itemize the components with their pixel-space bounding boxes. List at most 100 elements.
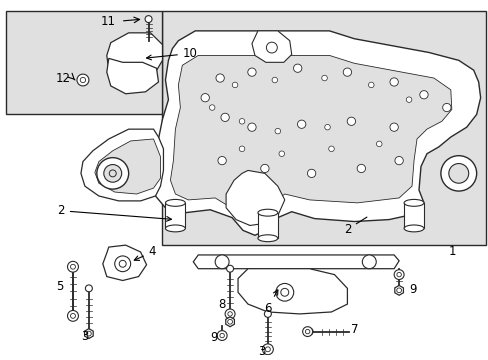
Text: 6: 6 bbox=[264, 290, 277, 315]
Text: 11: 11 bbox=[101, 14, 116, 28]
Circle shape bbox=[247, 123, 256, 131]
Circle shape bbox=[239, 118, 244, 124]
Circle shape bbox=[109, 170, 116, 177]
Text: 7: 7 bbox=[351, 323, 358, 336]
Polygon shape bbox=[394, 285, 403, 295]
Circle shape bbox=[271, 77, 277, 83]
Circle shape bbox=[368, 82, 373, 88]
Circle shape bbox=[356, 164, 365, 172]
Circle shape bbox=[227, 312, 232, 316]
Circle shape bbox=[305, 328, 312, 335]
Circle shape bbox=[396, 273, 401, 277]
Polygon shape bbox=[170, 55, 451, 225]
Circle shape bbox=[215, 255, 228, 269]
Circle shape bbox=[362, 255, 375, 269]
Circle shape bbox=[209, 105, 215, 110]
Circle shape bbox=[280, 288, 288, 296]
Circle shape bbox=[115, 256, 130, 272]
Circle shape bbox=[216, 74, 224, 82]
Circle shape bbox=[265, 347, 270, 352]
Circle shape bbox=[305, 329, 309, 334]
Text: 12: 12 bbox=[56, 72, 71, 85]
Bar bbox=[165, 203, 185, 228]
Ellipse shape bbox=[403, 225, 423, 232]
Circle shape bbox=[328, 146, 334, 152]
Circle shape bbox=[226, 265, 233, 272]
Bar bbox=[257, 213, 277, 238]
Text: 3: 3 bbox=[81, 330, 88, 343]
Circle shape bbox=[393, 270, 403, 279]
Circle shape bbox=[77, 74, 89, 86]
Circle shape bbox=[221, 113, 229, 121]
Circle shape bbox=[346, 117, 355, 125]
Circle shape bbox=[274, 129, 280, 134]
Circle shape bbox=[442, 103, 450, 112]
Circle shape bbox=[376, 141, 381, 147]
Text: 9: 9 bbox=[408, 283, 416, 296]
Circle shape bbox=[220, 333, 224, 338]
Circle shape bbox=[293, 64, 301, 72]
Circle shape bbox=[86, 331, 91, 336]
Bar bbox=[403, 203, 423, 228]
Text: 3: 3 bbox=[257, 345, 265, 358]
Text: 1: 1 bbox=[448, 246, 455, 258]
Polygon shape bbox=[162, 11, 485, 245]
Polygon shape bbox=[81, 129, 163, 201]
Circle shape bbox=[279, 151, 284, 157]
Circle shape bbox=[227, 319, 232, 324]
Circle shape bbox=[103, 165, 122, 182]
Polygon shape bbox=[95, 139, 160, 194]
Circle shape bbox=[448, 163, 468, 183]
Circle shape bbox=[119, 260, 126, 267]
Circle shape bbox=[419, 91, 427, 99]
Circle shape bbox=[324, 125, 329, 130]
Text: 8: 8 bbox=[218, 298, 225, 311]
Text: 5: 5 bbox=[56, 280, 63, 293]
Text: 2: 2 bbox=[343, 217, 366, 236]
Circle shape bbox=[262, 344, 273, 355]
Polygon shape bbox=[106, 58, 158, 94]
Circle shape bbox=[440, 156, 476, 191]
Polygon shape bbox=[153, 31, 480, 235]
Ellipse shape bbox=[257, 209, 277, 216]
Polygon shape bbox=[84, 329, 93, 338]
Circle shape bbox=[224, 309, 235, 319]
Text: 2: 2 bbox=[57, 204, 171, 221]
Circle shape bbox=[85, 285, 92, 292]
Circle shape bbox=[239, 146, 244, 152]
Circle shape bbox=[297, 120, 305, 129]
Circle shape bbox=[389, 123, 398, 131]
Polygon shape bbox=[225, 317, 234, 327]
Ellipse shape bbox=[403, 199, 423, 206]
Text: 10: 10 bbox=[146, 47, 197, 60]
Polygon shape bbox=[193, 255, 398, 269]
Circle shape bbox=[260, 164, 268, 172]
Circle shape bbox=[264, 310, 271, 318]
Circle shape bbox=[247, 68, 256, 76]
Polygon shape bbox=[102, 245, 146, 280]
Circle shape bbox=[67, 310, 78, 321]
Circle shape bbox=[396, 288, 401, 293]
Circle shape bbox=[302, 327, 312, 337]
Ellipse shape bbox=[165, 199, 185, 206]
Polygon shape bbox=[251, 31, 291, 62]
Ellipse shape bbox=[165, 225, 185, 232]
Circle shape bbox=[70, 314, 75, 318]
Text: 4: 4 bbox=[134, 246, 156, 260]
Circle shape bbox=[275, 283, 293, 301]
Circle shape bbox=[266, 42, 277, 53]
Circle shape bbox=[307, 169, 315, 177]
Text: 9: 9 bbox=[210, 331, 217, 344]
Polygon shape bbox=[106, 33, 162, 80]
Circle shape bbox=[406, 97, 411, 102]
Circle shape bbox=[218, 157, 226, 165]
Circle shape bbox=[67, 261, 78, 272]
Circle shape bbox=[394, 157, 403, 165]
Polygon shape bbox=[6, 11, 162, 114]
Circle shape bbox=[321, 75, 326, 81]
Circle shape bbox=[389, 78, 398, 86]
Circle shape bbox=[80, 77, 85, 83]
Polygon shape bbox=[238, 269, 346, 314]
Circle shape bbox=[70, 264, 75, 269]
Circle shape bbox=[97, 158, 128, 189]
